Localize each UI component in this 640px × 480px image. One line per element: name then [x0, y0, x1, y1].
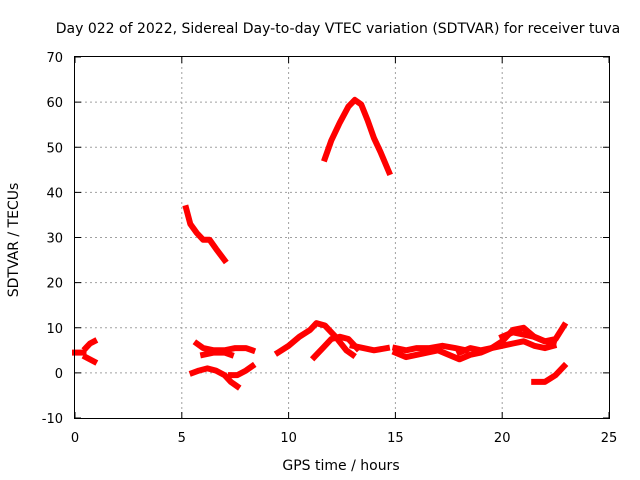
series-s17-line	[531, 361, 569, 385]
y-tick-labels: -10 0 10 20 30 40 50 60 70	[42, 51, 63, 427]
x-tick-label: 10	[280, 431, 297, 446]
series-s11-line	[309, 333, 362, 362]
series-s13-line	[391, 321, 569, 363]
series-s5-line	[321, 96, 393, 177]
series-s2-line	[81, 353, 99, 366]
y-tick-label: 50	[46, 141, 63, 156]
x-tick-labels: 0 5 10 15 20 25	[71, 431, 617, 446]
y-tick-label: 0	[55, 367, 63, 382]
series-s10-line	[273, 320, 357, 359]
series-s3-line	[81, 337, 99, 353]
series-s7-line	[199, 349, 235, 359]
x-tick-label: 5	[178, 431, 186, 446]
series-s15-line	[455, 338, 558, 357]
x-tick-label: 25	[601, 431, 618, 446]
y-tick-label: 40	[46, 186, 63, 201]
y-tick-label: 30	[46, 232, 63, 247]
y-tick-label: 70	[46, 51, 63, 66]
x-axis-label: GPS time / hours	[282, 458, 399, 474]
trace-layer	[72, 96, 569, 391]
series-s8-line	[188, 365, 242, 391]
plot-frame	[74, 56, 610, 419]
y-tick-label: 60	[46, 96, 63, 111]
x-tick-label: 0	[71, 431, 79, 446]
chart-title: Day 022 of 2022, Sidereal Day-to-day VTE…	[56, 21, 620, 37]
series-s6-line	[192, 339, 257, 355]
series-s4-line	[182, 204, 229, 265]
x-tick-label: 20	[494, 431, 511, 446]
y-tick-label: 20	[46, 277, 63, 292]
series-s14-line	[391, 342, 470, 354]
y-tick-label: -10	[42, 412, 63, 427]
series-s16-line	[498, 329, 558, 348]
grid-layer	[74, 56, 610, 419]
y-axis-label: SDTVAR / TECUs	[6, 183, 22, 298]
y-tick-label: 10	[46, 322, 63, 337]
series-s9-line	[227, 361, 257, 379]
series-s12-line	[349, 342, 391, 354]
x-tick-label: 15	[387, 431, 404, 446]
